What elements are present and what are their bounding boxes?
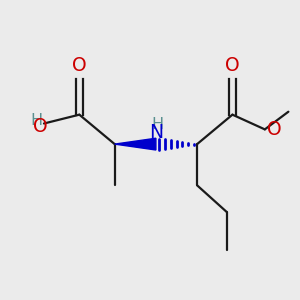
Text: N: N — [149, 123, 163, 142]
Text: O: O — [225, 56, 240, 75]
Text: O: O — [72, 56, 87, 75]
Text: O: O — [267, 120, 282, 139]
Text: H: H — [151, 117, 164, 132]
Text: H: H — [30, 113, 43, 128]
Text: O: O — [33, 117, 47, 136]
Polygon shape — [115, 138, 156, 150]
